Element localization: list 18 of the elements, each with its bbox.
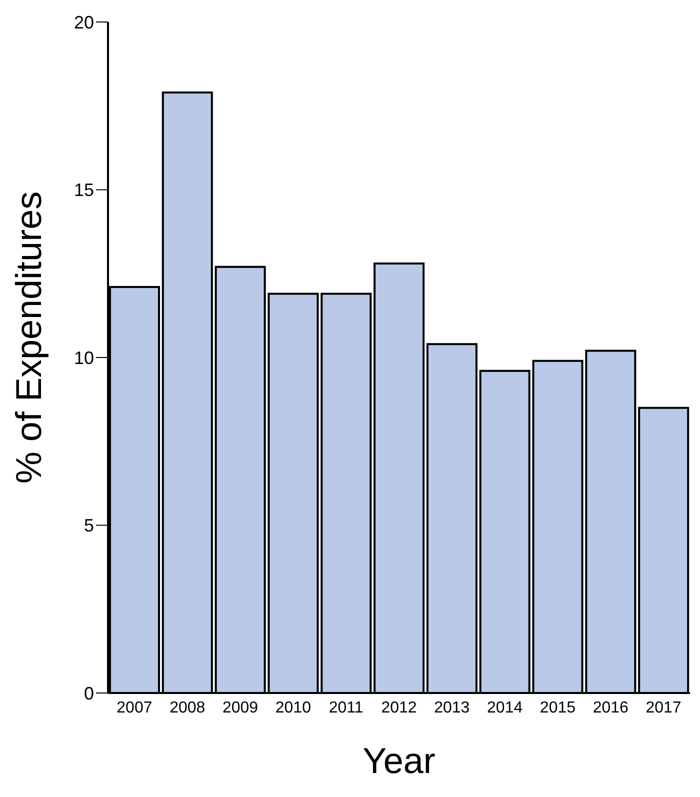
- x-tick-label: 2013: [434, 699, 470, 716]
- x-axis-title: Year: [362, 740, 436, 781]
- y-axis-title: % of Expenditures: [8, 191, 49, 484]
- y-tick-label: 10: [74, 348, 94, 368]
- x-tick-label: 2012: [381, 699, 417, 716]
- x-tick-label: 2015: [540, 699, 576, 716]
- x-tick-label: 2009: [222, 699, 258, 716]
- x-tick-label: 2014: [487, 699, 523, 716]
- y-tick-label: 5: [84, 516, 94, 536]
- x-tick-label: 2011: [328, 699, 364, 716]
- x-tick-label: 2017: [646, 699, 682, 716]
- x-tick-label: 2007: [116, 699, 152, 716]
- y-tick-label: 0: [84, 683, 94, 704]
- x-tick-label: 2016: [592, 699, 629, 716]
- x-tick-label: 2010: [275, 699, 312, 716]
- y-tick-label: 20: [74, 12, 94, 32]
- x-tick-label: 2008: [170, 699, 206, 716]
- y-tick-label: 15: [74, 180, 94, 200]
